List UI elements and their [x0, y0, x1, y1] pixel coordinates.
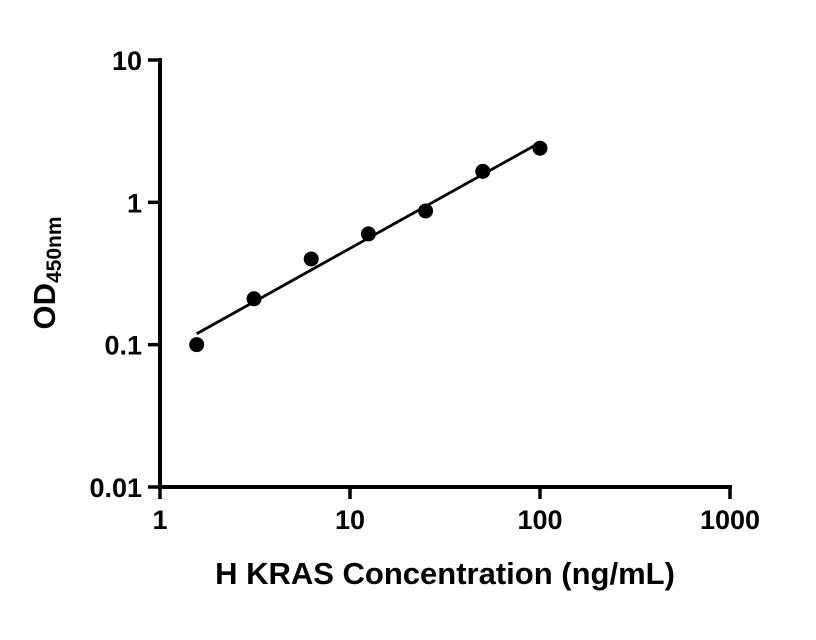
data-point: [360, 226, 376, 242]
y-tick-label: 1: [127, 188, 142, 218]
y-axis-title-subscript: 450nm: [43, 216, 66, 284]
data-point: [303, 251, 319, 267]
x-tick-label: 100: [517, 505, 562, 535]
y-tick-label: 0.01: [89, 473, 142, 503]
y-axis-title-main: OD: [27, 283, 62, 330]
x-tick-label: 1000: [700, 505, 760, 535]
x-tick-label: 10: [335, 505, 365, 535]
data-point: [418, 203, 434, 219]
x-tick-label: 1: [152, 505, 167, 535]
data-point: [189, 337, 205, 353]
x-axis-title: H KRAS Concentration (ng/mL): [215, 556, 675, 591]
data-point: [475, 163, 491, 179]
y-axis-title: OD450nm: [27, 216, 67, 329]
data-point: [532, 140, 548, 156]
data-point: [246, 291, 262, 307]
y-tick-label: 10: [112, 46, 142, 76]
y-tick-label: 0.1: [104, 331, 142, 361]
axes-spine: [158, 58, 732, 489]
